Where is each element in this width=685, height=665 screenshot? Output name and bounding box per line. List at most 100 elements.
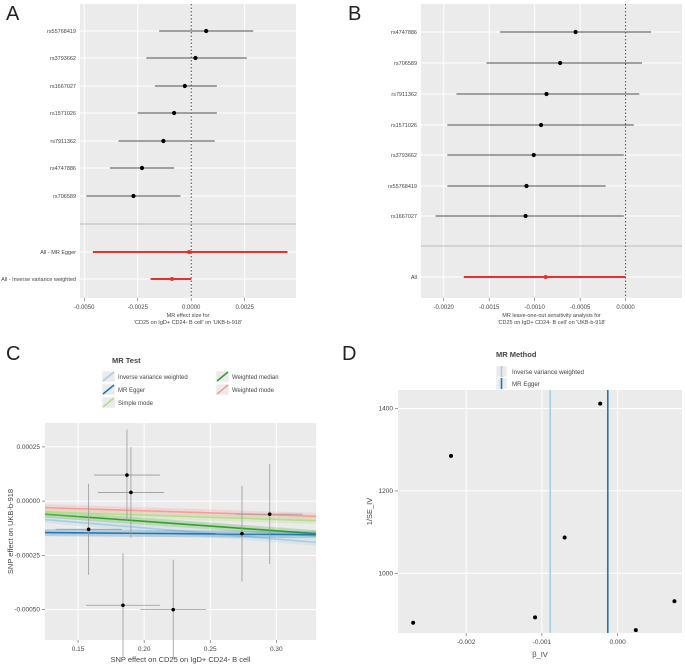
- snp-estimate-point: [531, 152, 536, 158]
- x-tick-label: 0.0000: [182, 305, 201, 311]
- x-tick-label: -0.0005: [570, 305, 591, 311]
- legend-label: Weighted mode: [232, 388, 275, 394]
- data-point: [240, 531, 244, 536]
- legend-label: Inverse variance weighted: [512, 369, 584, 376]
- legend-label: MR Egger: [512, 381, 540, 388]
- snp-label: rs1667027: [50, 84, 76, 90]
- summary-label: All - MR Egger: [40, 250, 76, 256]
- snp-estimate-point: [524, 183, 529, 189]
- summary-label: All - Inverse variance weighted: [1, 277, 76, 283]
- x-tick-label: 0.30: [270, 646, 283, 653]
- plot-background: [421, 4, 682, 298]
- x-axis-title: 'CD25 on IgD+ CD24- B cell' on 'UKB-b-91…: [134, 320, 242, 326]
- snp-estimate-point: [558, 60, 563, 66]
- x-axis-title: SNP effect on CD25 on IgD+ CD24- B cell: [110, 655, 250, 664]
- snp-label: rs3793662: [391, 153, 417, 159]
- x-tick-label: 0.25: [204, 646, 217, 653]
- snp-label: rs4747886: [50, 166, 76, 172]
- legend-key-line: [102, 384, 115, 395]
- fit-line: [45, 518, 316, 544]
- funnel-plot-d: MR Method Inverse variance weighted MR Egg…: [365, 350, 682, 659]
- legend-title: MR Test: [112, 356, 141, 365]
- snp-estimate-point: [131, 193, 136, 199]
- snp-label: rs55768419: [388, 184, 417, 190]
- summary-estimate-point: [543, 275, 548, 279]
- panel-letter-d: D: [342, 343, 356, 365]
- data-point: [672, 599, 677, 604]
- data-point: [86, 527, 91, 532]
- panel-letter-a: A: [6, 3, 20, 25]
- panel-letter-c: C: [6, 343, 20, 365]
- y-tick-label: 0.00025: [17, 444, 41, 451]
- x-tick-label: -0.001: [533, 639, 552, 646]
- y-axis-title: SNP effect on UKB-b-918: [6, 489, 15, 574]
- snp-estimate-point: [538, 122, 544, 128]
- snp-estimate-point: [161, 138, 166, 144]
- fit-line: [45, 511, 316, 522]
- x-tick-label: -0.0020: [434, 305, 455, 311]
- forest-plot-a: -0.0050 -0.0025 0.0000 0.0025 rs55768419 rs37…: [1, 4, 296, 326]
- snp-estimate-point: [204, 28, 209, 34]
- summary-estimate-point: [187, 250, 192, 254]
- snp-label: rs4747886: [391, 30, 417, 36]
- x-tick-label: 0.0025: [235, 305, 254, 311]
- snp-label: rs7911362: [391, 92, 417, 98]
- y-tick-label: 1400: [379, 406, 394, 413]
- snp-label: rs55768419: [47, 29, 76, 35]
- legend-key-line: [216, 384, 229, 395]
- x-axis-title: MR leave-one-out sensitivity analysis fo…: [502, 313, 601, 319]
- summary-label: All: [411, 275, 417, 281]
- x-tick-label: -0.0010: [524, 305, 545, 311]
- x-axis-title: MR effect size for: [167, 313, 210, 319]
- data-point: [411, 620, 416, 625]
- data-point: [267, 512, 272, 516]
- x-tick-label: 0.15: [72, 646, 85, 653]
- snp-estimate-point: [171, 110, 177, 116]
- y-tick-label: 1200: [379, 488, 394, 495]
- legend-key-line: [216, 371, 229, 382]
- x-tick-label: -0.0050: [74, 305, 95, 311]
- snp-label: rs3793662: [50, 56, 76, 62]
- data-point: [598, 401, 603, 406]
- fit-line: [45, 513, 316, 535]
- panel-letter-b: B: [348, 3, 361, 25]
- snp-label: rs1667027: [391, 214, 417, 220]
- snp-estimate-point: [182, 83, 187, 89]
- y-tick-label: 0.00000: [17, 498, 41, 505]
- legend-label: Inverse variance weighted: [118, 375, 188, 381]
- x-tick-label: 0.20: [138, 646, 151, 653]
- snp-label: rs706589: [394, 61, 417, 67]
- snp-label: rs7911362: [50, 139, 76, 145]
- data-point: [633, 628, 638, 633]
- x-tick-label: -0.002: [457, 639, 476, 646]
- plot-background: [398, 390, 682, 633]
- legend-label: Simple mode: [118, 401, 154, 407]
- plot-background: [80, 4, 296, 298]
- scatter-plot-c: MR Test Inverse variance weighted Weighted…: [6, 356, 316, 664]
- y-tick-label: -0.00025: [14, 552, 40, 559]
- data-point: [171, 607, 176, 612]
- y-axis-title: 1/SE_IV: [365, 498, 374, 526]
- legend-key-line: [102, 397, 115, 408]
- x-tick-label: 0.000: [609, 639, 626, 646]
- leave-one-out-plot-b: -0.0020 -0.0015 -0.0010 -0.0005 0.0000 rs4747…: [388, 4, 682, 326]
- data-point: [125, 473, 129, 477]
- y-tick-label: 1000: [379, 570, 394, 577]
- x-axis-title: β_IV: [532, 650, 548, 659]
- snp-estimate-point: [139, 165, 145, 171]
- data-point: [533, 615, 538, 620]
- snp-estimate-point: [573, 29, 578, 35]
- x-tick-label: 0.0000: [616, 305, 635, 311]
- summary-estimate-point: [169, 277, 174, 281]
- snp-estimate-point: [544, 91, 549, 97]
- snp-estimate-point: [523, 213, 528, 219]
- legend-key-line: [102, 371, 115, 382]
- legend-title: MR Method: [496, 350, 537, 359]
- legend-label: MR Egger: [118, 388, 145, 394]
- snp-label: rs706589: [53, 194, 76, 200]
- snp-label: rs1571026: [50, 111, 76, 117]
- snp-estimate-point: [193, 55, 198, 61]
- data-point: [449, 453, 454, 458]
- data-point: [562, 535, 567, 540]
- x-tick-label: -0.0025: [128, 305, 149, 311]
